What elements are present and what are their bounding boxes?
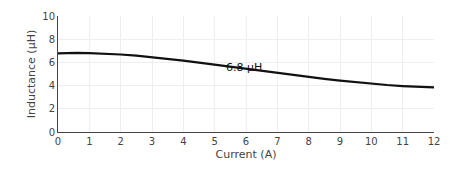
svg-text:12: 12 (428, 136, 441, 147)
svg-text:4: 4 (49, 80, 55, 91)
svg-text:11: 11 (396, 136, 409, 147)
svg-text:Inductance (μH): Inductance (μH) (25, 30, 38, 118)
svg-text:2: 2 (117, 136, 123, 147)
svg-text:3: 3 (149, 136, 155, 147)
svg-text:2: 2 (49, 103, 55, 114)
svg-text:6: 6 (49, 57, 55, 68)
svg-text:0: 0 (49, 127, 55, 138)
svg-text:5: 5 (211, 136, 217, 147)
svg-text:8: 8 (49, 34, 55, 45)
svg-text:4: 4 (180, 136, 186, 147)
svg-text:9: 9 (337, 136, 343, 147)
svg-text:8: 8 (305, 136, 311, 147)
svg-text:6: 6 (243, 136, 249, 147)
svg-text:10: 10 (42, 11, 55, 22)
svg-text:0: 0 (55, 136, 61, 147)
svg-text:10: 10 (365, 136, 378, 147)
svg-text:1: 1 (86, 136, 92, 147)
svg-text:7: 7 (274, 136, 280, 147)
svg-text:Current (A): Current (A) (216, 148, 277, 161)
svg-text:6.8 μH: 6.8 μH (226, 61, 262, 74)
